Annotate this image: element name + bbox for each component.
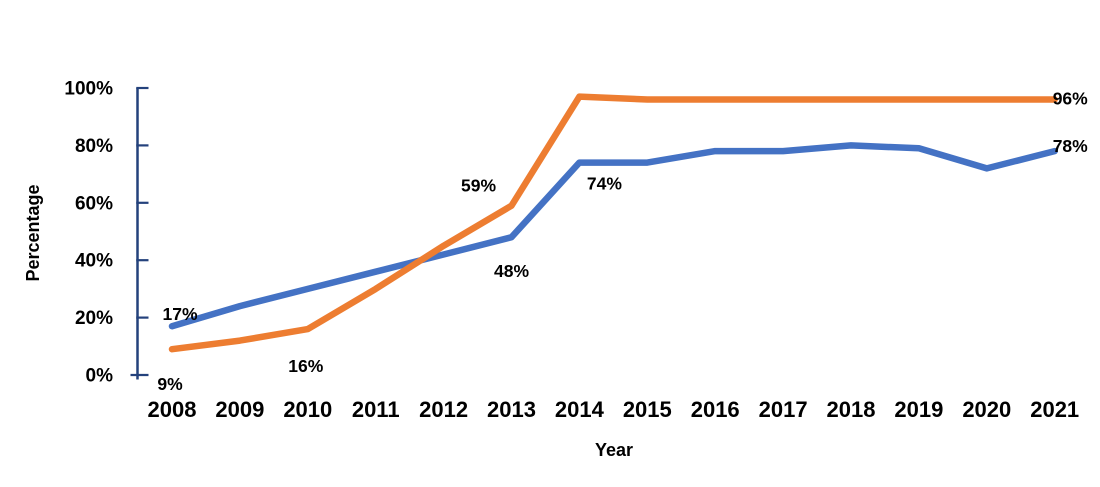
y-tick-label: 20% <box>75 308 113 329</box>
y-tick-label: 0% <box>86 366 114 387</box>
x-tick-label: 2018 <box>827 397 876 422</box>
x-axis-title: Year <box>594 440 634 460</box>
x-tick-label: 2016 <box>691 397 740 422</box>
x-tick-label: 2010 <box>283 397 332 422</box>
y-tick-label: 80% <box>75 136 113 157</box>
blue-series-line <box>168 142 1058 330</box>
data-label-blue-2008: 17% <box>162 304 197 324</box>
x-tick-label: 2015 <box>623 397 672 422</box>
orange-series-line <box>168 93 1058 353</box>
x-tick-label: 2019 <box>894 397 943 422</box>
y-tick-label: 100% <box>64 79 113 100</box>
x-tick-label: 2020 <box>962 397 1011 422</box>
x-tick-label: 2017 <box>759 397 808 422</box>
data-label-orange-2010: 16% <box>288 356 323 376</box>
y-tick-label: 60% <box>75 193 113 214</box>
x-tick-label: 2014 <box>555 397 605 422</box>
x-tick-label: 2013 <box>487 397 536 422</box>
data-label-orange-2021: 96% <box>1053 88 1088 108</box>
x-tick-label: 2012 <box>419 397 468 422</box>
data-label-blue-2014: 74% <box>587 174 622 194</box>
x-tick-label: 2011 <box>352 397 400 422</box>
y-tick-label: 40% <box>75 251 113 272</box>
data-label-orange-2013: 59% <box>461 176 496 196</box>
x-tick-label: 2009 <box>215 397 264 422</box>
y-axis-title: Percentage <box>23 184 43 282</box>
data-label-blue-2021: 78% <box>1053 136 1088 156</box>
x-tick-label: 2021 <box>1030 397 1079 422</box>
data-label-blue-2013: 48% <box>494 261 529 281</box>
x-tick-label: 2008 <box>148 397 197 422</box>
data-label-orange-2008: 9% <box>157 374 183 394</box>
